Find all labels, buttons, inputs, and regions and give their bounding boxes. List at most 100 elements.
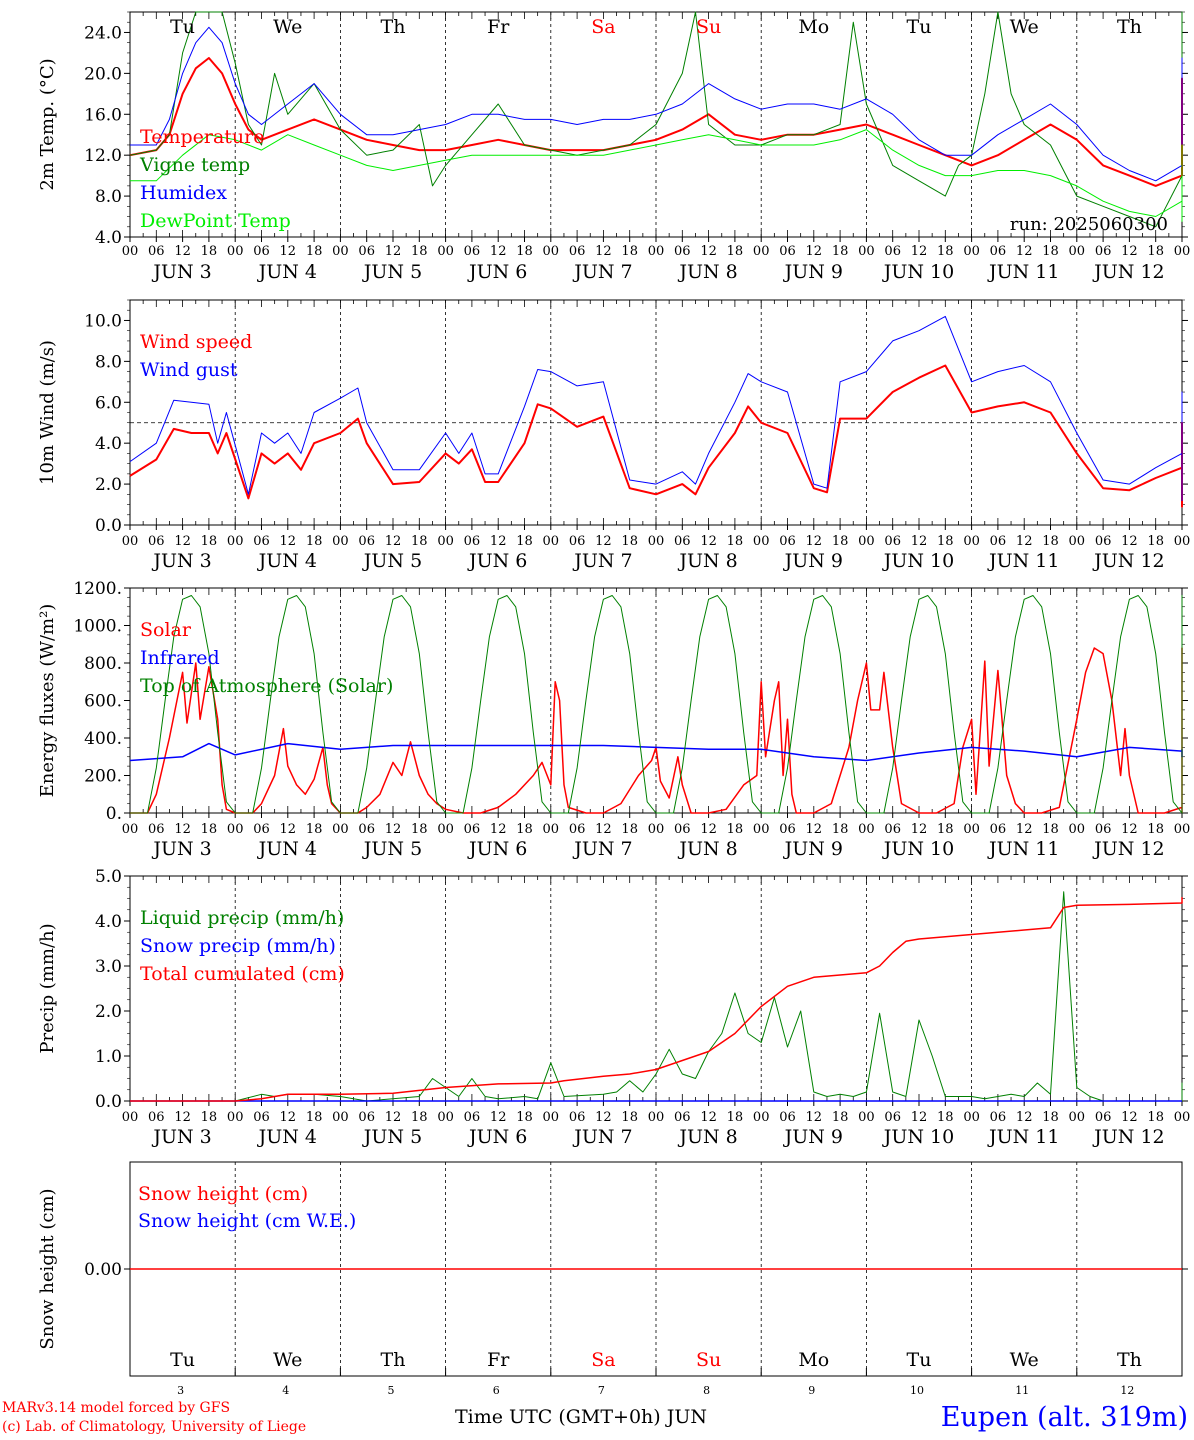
panel-frame <box>129 299 1183 526</box>
hour-tick-label: 18 <box>306 1110 323 1125</box>
hour-tick-label: 00 <box>648 822 665 837</box>
hour-tick-label: 00 <box>332 1110 349 1125</box>
hour-tick-label: 00 <box>227 822 244 837</box>
hour-tick-label: 06 <box>990 822 1007 837</box>
hour-tick-label: 00 <box>963 534 980 549</box>
hour-tick-label: 06 <box>779 534 796 549</box>
hour-tick-label: 12 <box>1121 534 1138 549</box>
date-label: JUN 4 <box>257 550 317 572</box>
hour-tick-label: 18 <box>621 244 638 259</box>
y-axis-label: 2m Temp. (°C) <box>37 58 58 190</box>
y-tick-label: 4.0 <box>95 228 122 248</box>
day-of-week-label: Tu <box>907 16 932 38</box>
hour-tick-label: 06 <box>674 1110 691 1125</box>
hour-tick-label: 00 <box>858 822 875 837</box>
hour-tick-label: 18 <box>937 244 954 259</box>
hour-tick-label: 06 <box>464 534 481 549</box>
date-label: JUN 4 <box>257 838 317 860</box>
legend-entry: Temperature <box>140 126 264 148</box>
date-label: JUN 7 <box>572 1126 632 1148</box>
y-tick-label: 4.0 <box>95 434 122 454</box>
date-label: JUN 11 <box>987 838 1059 860</box>
date-label: JUN 12 <box>1092 1126 1164 1148</box>
hour-tick-label: 18 <box>1147 244 1164 259</box>
y-axis-label: Energy fluxes (W/m²) <box>37 604 58 798</box>
hour-tick-label: 06 <box>464 822 481 837</box>
legend-entry: Snow height (cm) <box>138 1183 308 1205</box>
hour-tick-label: 00 <box>227 1110 244 1125</box>
y-tick-label: 24.0 <box>84 23 122 43</box>
hour-tick-label: 06 <box>358 244 375 259</box>
day-of-week-label: Tu <box>907 1349 932 1371</box>
hour-tick-label: 06 <box>1095 244 1112 259</box>
hour-tick-label: 06 <box>569 1110 586 1125</box>
hour-tick-label: 18 <box>1042 1110 1059 1125</box>
hour-tick-label: 06 <box>148 1110 165 1125</box>
hour-tick-label: 00 <box>1069 534 1086 549</box>
hour-tick-label: 12 <box>700 1110 717 1125</box>
hour-tick-label: 12 <box>911 534 928 549</box>
legend-entry: Snow height (cm W.E.) <box>138 1210 356 1232</box>
series-line-solar <box>130 647 1183 814</box>
hour-tick-label: 06 <box>1095 534 1112 549</box>
legend-entry: Wind speed <box>140 331 252 353</box>
hour-tick-label: 00 <box>122 822 139 837</box>
hour-tick-label: 00 <box>437 244 454 259</box>
hour-tick-label: 18 <box>306 244 323 259</box>
hour-tick-label: 12 <box>490 822 507 837</box>
legend-entry: Snow precip (mm/h) <box>140 935 336 957</box>
date-label: JUN 7 <box>572 838 632 860</box>
y-tick-label: 16.0 <box>84 105 122 125</box>
legend-entry: DewPoint Temp <box>140 210 291 232</box>
hour-tick-label: 18 <box>937 822 954 837</box>
day-of-week-label: Fr <box>487 1349 510 1371</box>
hour-tick-label: 00 <box>437 1110 454 1125</box>
hour-tick-label: 00 <box>753 822 770 837</box>
y-tick-label: 200. <box>84 767 122 787</box>
hour-tick-label: 12 <box>385 534 402 549</box>
hour-tick-label: 06 <box>674 534 691 549</box>
legend-entry: Liquid precip (mm/h) <box>140 907 344 929</box>
legend-entry: Top of Atmosphere (Solar) <box>140 675 393 697</box>
hour-tick-label: 12 <box>1016 534 1033 549</box>
y-tick-label: 600. <box>84 692 122 712</box>
date-label: JUN 7 <box>572 261 632 283</box>
series-line-vigne-temp <box>129 11 1183 228</box>
day-of-week-label: Tu <box>170 1349 195 1371</box>
y-tick-label: 0.0 <box>95 1092 122 1112</box>
lab-credit: (c) Lab. of Climatology, University of L… <box>2 1419 307 1435</box>
hour-tick-label: 12 <box>806 1110 823 1125</box>
y-tick-label: 0.0 <box>95 516 122 536</box>
series-line-humidex <box>130 26 1183 182</box>
date-label: JUN 6 <box>467 838 527 860</box>
hour-tick-label: 12 <box>911 1110 928 1125</box>
day-of-week-label: Sa <box>591 16 615 38</box>
hour-tick-label: 18 <box>727 822 744 837</box>
hour-tick-label: 12 <box>490 1110 507 1125</box>
hour-tick-label: 00 <box>963 822 980 837</box>
hour-tick-label: 18 <box>621 822 638 837</box>
day-of-week-label: Th <box>381 1349 406 1371</box>
hour-tick-label: 18 <box>411 1110 428 1125</box>
hour-tick-label: 06 <box>253 1110 270 1125</box>
hour-tick-label: 00 <box>122 1110 139 1125</box>
model-credit: MARv3.14 model forced by GFS <box>2 1400 231 1416</box>
hour-tick-label: 00 <box>1174 244 1191 259</box>
hour-tick-label: 00 <box>1174 822 1191 837</box>
hour-tick-label: 00 <box>122 244 139 259</box>
hour-tick-label: 06 <box>253 244 270 259</box>
date-label: JUN 3 <box>151 550 211 572</box>
legend-entry: Solar <box>140 619 192 641</box>
hour-tick-label: 12 <box>1016 244 1033 259</box>
series-line-wind-gust <box>129 315 1183 501</box>
hour-tick-label: 06 <box>148 244 165 259</box>
y-tick-label: 2.0 <box>95 1002 122 1022</box>
y-tick-label: 12.0 <box>84 146 122 166</box>
hour-tick-label: 12 <box>1016 822 1033 837</box>
date-label: JUN 10 <box>882 838 954 860</box>
hour-tick-label: 12 <box>1016 1110 1033 1125</box>
hour-tick-label: 18 <box>201 822 218 837</box>
hour-tick-label: 06 <box>674 822 691 837</box>
date-label: JUN 9 <box>783 261 843 283</box>
day-number-label: 10 <box>910 1384 924 1397</box>
